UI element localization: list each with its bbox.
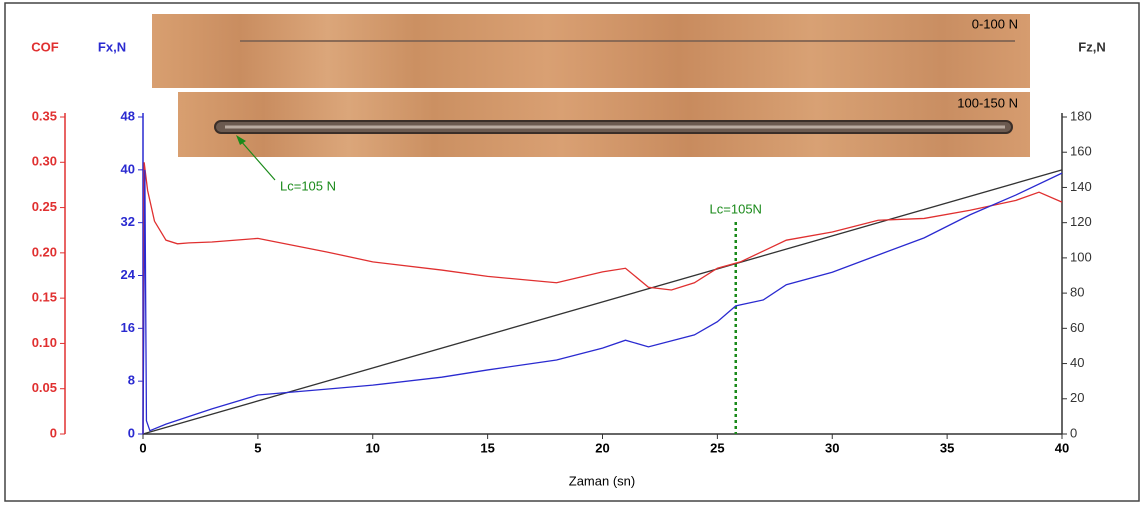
y2-tick-label: 40 <box>1070 355 1084 370</box>
y-tick-label: 32 <box>121 214 135 229</box>
y2-tick-label: 120 <box>1070 214 1092 229</box>
y2-tick-label: 60 <box>1070 320 1084 335</box>
y-tick-label: 48 <box>121 108 135 123</box>
y-tick-label: 40 <box>121 161 135 176</box>
image-label: 100-150 N <box>957 95 1018 110</box>
x-tick-label: 10 <box>366 440 380 455</box>
y2-tick-label: 20 <box>1070 390 1084 405</box>
y3-label: COF <box>31 39 59 54</box>
x-tick-label: 20 <box>595 440 609 455</box>
y-tick-label: 8 <box>128 373 135 388</box>
y3-tick-label: 0.15 <box>32 290 57 305</box>
x-tick-label: 0 <box>139 440 146 455</box>
x-label: Zaman (sn) <box>569 473 635 488</box>
arrow-label: Lc=105 N <box>280 178 336 193</box>
y3-tick-label: 0.20 <box>32 244 57 259</box>
y2-tick-label: 80 <box>1070 285 1084 300</box>
y2-tick-label: 140 <box>1070 179 1092 194</box>
y2-tick-label: 100 <box>1070 249 1092 264</box>
y3-tick-label: 0.05 <box>32 380 57 395</box>
arrow <box>239 139 276 181</box>
series-line <box>142 169 1063 435</box>
critical-label: Lc=105N <box>710 201 762 216</box>
x-tick-label: 30 <box>825 440 839 455</box>
x-tick-label: 15 <box>480 440 494 455</box>
y2-tick-label: 0 <box>1070 425 1077 440</box>
x-tick-label: 40 <box>1055 440 1069 455</box>
scratch-image <box>152 14 1030 88</box>
series-line <box>142 162 1063 435</box>
y2-tick-label: 180 <box>1070 108 1092 123</box>
y-label: Fx,N <box>98 39 126 54</box>
y2-label: Fz,N <box>1078 39 1105 54</box>
arrow-head <box>236 135 246 145</box>
y2-tick-label: 160 <box>1070 144 1092 159</box>
x-tick-label: 35 <box>940 440 954 455</box>
x-tick-label: 25 <box>710 440 724 455</box>
image-label: 0-100 N <box>972 16 1018 31</box>
y3-tick-label: 0.10 <box>32 335 57 350</box>
frame <box>4 2 1140 502</box>
y3-tick-label: 0.30 <box>32 154 57 169</box>
y-tick-label: 0 <box>128 425 135 440</box>
series-line <box>142 169 1063 435</box>
y-tick-label: 16 <box>121 320 135 335</box>
y3-tick-label: 0.25 <box>32 199 57 214</box>
y3-tick-label: 0 <box>50 425 57 440</box>
y3-tick-label: 0.35 <box>32 108 57 123</box>
y-tick-label: 24 <box>121 267 136 282</box>
x-tick-label: 5 <box>254 440 261 455</box>
